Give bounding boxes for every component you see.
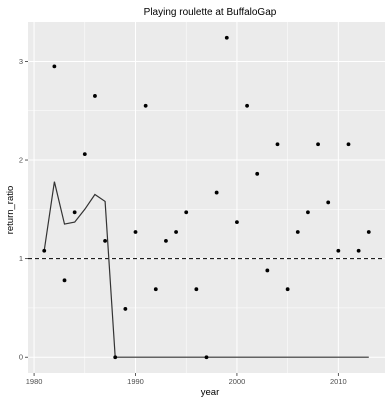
x-axis: 1980 1990 2000 2010 xyxy=(26,373,347,386)
data-point xyxy=(326,200,331,205)
chart-title: Playing roulette at BuffaloGap xyxy=(144,7,277,18)
y-tick-label: 0 xyxy=(19,353,23,362)
x-tick-label: 1990 xyxy=(127,377,144,386)
data-point xyxy=(356,248,361,253)
x-tick-label: 2000 xyxy=(229,377,246,386)
data-point xyxy=(224,35,229,40)
data-point xyxy=(194,287,199,292)
data-point xyxy=(275,142,280,147)
data-point xyxy=(123,307,128,311)
grid-minor xyxy=(28,22,385,373)
y-tick-label: 2 xyxy=(19,156,23,165)
data-points xyxy=(42,35,371,360)
y-tick-label: 3 xyxy=(19,57,23,66)
data-point xyxy=(42,248,47,253)
data-point xyxy=(295,230,300,234)
data-point xyxy=(336,248,341,253)
data-point xyxy=(52,64,57,69)
y-axis-label: return_ratio xyxy=(5,186,16,235)
data-point xyxy=(93,94,97,98)
data-point xyxy=(103,238,107,243)
x-tick-label: 1980 xyxy=(26,377,43,386)
data-point xyxy=(62,278,67,283)
data-point xyxy=(113,355,118,360)
x-tick-label: 2010 xyxy=(330,377,347,386)
data-point xyxy=(133,230,138,234)
data-point xyxy=(72,210,77,215)
data-point xyxy=(143,103,148,108)
plot-panel xyxy=(28,22,385,373)
y-tick-label: 1 xyxy=(19,254,23,263)
data-point xyxy=(265,268,270,273)
x-axis-label: year xyxy=(201,387,219,398)
data-point xyxy=(235,220,239,225)
data-point xyxy=(164,238,168,243)
data-point xyxy=(285,287,290,292)
data-point xyxy=(214,190,219,195)
data-point xyxy=(82,152,87,157)
data-point xyxy=(366,230,371,234)
data-point xyxy=(153,287,158,292)
data-point xyxy=(316,142,320,147)
data-point xyxy=(174,230,178,234)
data-point xyxy=(245,103,249,108)
data-point xyxy=(346,142,351,147)
data-point xyxy=(306,210,310,215)
data-point xyxy=(184,210,189,215)
y-axis: 0 1 2 3 xyxy=(19,57,28,362)
data-point xyxy=(204,355,209,360)
data-point xyxy=(255,171,260,176)
